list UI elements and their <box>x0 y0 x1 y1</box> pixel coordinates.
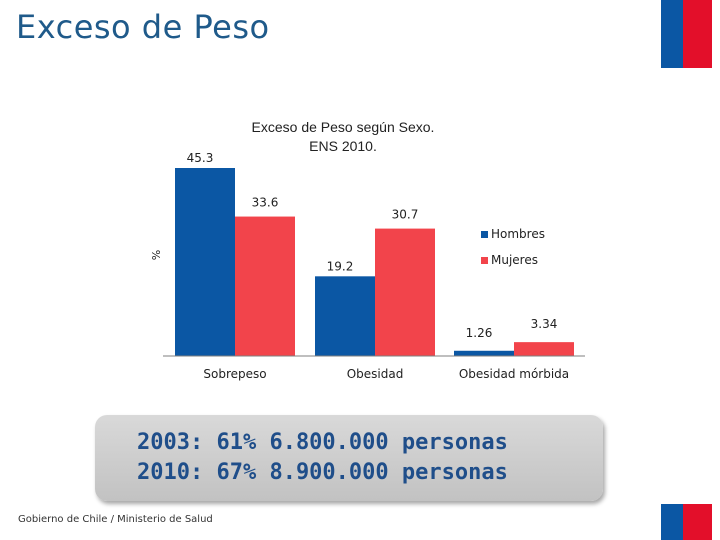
bars-layer: 45.3 19.2 1.26 33.6 30.7 3.34 <box>175 151 574 356</box>
data-label-hombres-1: 45.3 <box>187 151 214 165</box>
data-label-mujeres-3: 3.34 <box>531 317 558 331</box>
legend-swatch-hombres <box>481 231 488 238</box>
data-label-hombres-3: 1.26 <box>466 326 493 340</box>
bar-hombres-2 <box>315 276 375 356</box>
footer-credit: Gobierno de Chile / Ministerio de Salud <box>18 514 213 525</box>
bar-mujeres-1 <box>235 216 295 356</box>
flag-blue-stripe <box>661 0 683 68</box>
summary-line-2003: 2003: 61% 6.800.000 personas <box>137 430 508 455</box>
x-tick-label-2: Obesidad <box>347 367 404 381</box>
bar-hombres-3 <box>454 350 514 356</box>
bar-hombres-1 <box>175 168 235 356</box>
chart-title-line2: ENS 2010. <box>309 138 377 154</box>
flag-red-stripe <box>683 0 712 68</box>
chart-title-line1: Exceso de Peso según Sexo. <box>252 119 435 135</box>
x-tick-label-1: Sobrepeso <box>203 367 266 381</box>
bar-mujeres-3 <box>514 342 574 356</box>
chile-flag-stripe-top <box>661 0 712 68</box>
x-tick-label-3: Obesidad mórbida <box>459 367 569 381</box>
chile-flag-stripe-bottom <box>661 504 712 540</box>
data-label-mujeres-2: 30.7 <box>392 208 419 222</box>
legend-label-mujeres: Mujeres <box>491 253 538 267</box>
summary-box: 2003: 61% 6.800.000 personas 2010: 67% 8… <box>95 415 603 501</box>
flag-blue-stripe <box>661 504 683 540</box>
flag-red-stripe <box>683 504 712 540</box>
x-ticks: Sobrepeso Obesidad Obesidad mórbida <box>203 367 569 381</box>
data-label-mujeres-1: 33.6 <box>252 196 279 210</box>
bar-mujeres-2 <box>375 228 435 356</box>
data-label-hombres-2: 19.2 <box>327 259 354 273</box>
y-axis-label: % <box>150 250 163 260</box>
legend: Hombres Mujeres <box>481 227 545 267</box>
summary-line-2010: 2010: 67% 8.900.000 personas <box>137 460 508 485</box>
legend-swatch-mujeres <box>481 257 488 264</box>
legend-label-hombres: Hombres <box>491 227 545 241</box>
slide-title: Exceso de Peso <box>16 8 270 46</box>
